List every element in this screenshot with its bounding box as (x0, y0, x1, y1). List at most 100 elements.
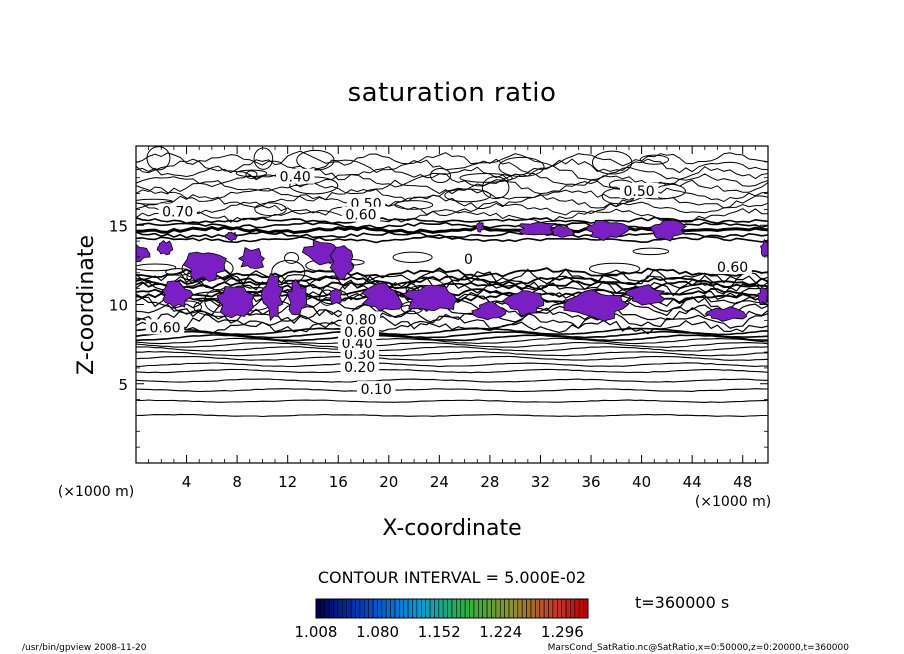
colorbar-cell (464, 598, 470, 619)
shaded-region (328, 288, 342, 306)
shaded-region (757, 287, 768, 306)
shaded-region (156, 239, 174, 256)
shaded-region (759, 238, 768, 257)
colorbar-cell (478, 598, 484, 619)
contour-label-bg (619, 182, 659, 198)
contour-line (136, 330, 768, 339)
shaded-region (237, 247, 265, 269)
colorbar-cell (535, 598, 541, 619)
colorbar-cell (526, 598, 532, 619)
colorbar-cell (456, 598, 462, 619)
contour-line (136, 378, 768, 383)
contour-line (136, 350, 768, 357)
colorbar-cell (359, 598, 365, 619)
contour-line (136, 413, 768, 418)
contour-label: 0.70 (162, 205, 193, 221)
colorbar-cell (447, 598, 453, 619)
colorbar-cell (328, 598, 334, 619)
shaded-region (182, 251, 227, 282)
contour-line (136, 388, 768, 393)
contour-line (136, 355, 768, 361)
y-axis-ticks: 5 10 15 (109, 161, 768, 448)
supersaturation-regions (136, 219, 768, 322)
contour-plot-area: 0.100.200.300.400.600.800.600.700.400.50… (136, 146, 768, 418)
contour-label-bg (340, 324, 379, 340)
colorbar-cell (403, 598, 409, 619)
shaded-region (586, 219, 630, 242)
footer-right: MarsCond_SatRatio.nc@SatRatio,x=0:50000,… (548, 643, 850, 653)
contour-label-bg (462, 251, 475, 267)
colorbar-cell (504, 598, 510, 619)
contour-line (136, 337, 768, 345)
contour-loop (481, 176, 510, 200)
contour-line (136, 268, 768, 285)
shaded-region (224, 231, 238, 243)
colorbar-tick-label: 1.152 (418, 623, 461, 641)
colorbar-cell (363, 598, 369, 619)
contour-loop (392, 251, 433, 263)
colorbar-cell (399, 598, 405, 619)
x-axis-title: X-coordinate (382, 516, 521, 541)
contour-loop (296, 149, 335, 171)
colorbar-cell (434, 598, 440, 619)
contour-loop (394, 200, 434, 210)
colorbar-cell (377, 598, 383, 619)
x-tick-label: 40 (632, 473, 651, 491)
contour-loop (459, 173, 513, 183)
colorbar-cell (324, 598, 330, 619)
contour-line (136, 280, 768, 291)
colorbar-cell (355, 598, 361, 619)
x-tick-label: 16 (329, 473, 348, 491)
contour-interval: CONTOUR INTERVAL = 5.000E-02 (318, 568, 586, 587)
colorbar-cell (499, 598, 505, 619)
time-label: t=360000 s (635, 593, 729, 612)
contour-label: 0.50 (623, 184, 654, 200)
x-axis-ticks: 4 8 12 16 20 24 28 32 36 40 44 48 (148, 146, 756, 491)
colorbar-cell (469, 598, 475, 619)
contour-loop (632, 247, 670, 256)
colorbar-cell (561, 598, 567, 619)
colorbar-cell (543, 598, 549, 619)
contour-line (136, 362, 768, 368)
contour-label-bg (340, 358, 379, 374)
contour-loop (498, 156, 545, 178)
colorbar-cell (508, 598, 514, 619)
contour-line (136, 341, 768, 348)
shaded-region (286, 279, 308, 316)
contour-label: 0 (464, 252, 473, 268)
contour-label: 0.60 (344, 325, 375, 341)
x-tick-label: 32 (531, 473, 550, 491)
colorbar-cell (390, 598, 396, 619)
contour-line (136, 201, 768, 217)
contour-label: 0.40 (280, 170, 311, 186)
shaded-region (475, 221, 485, 233)
colorbar-cell (394, 598, 400, 619)
contour-line (136, 208, 768, 224)
shaded-region (216, 285, 255, 319)
colorbar-cell (425, 598, 431, 619)
contour-line (136, 172, 768, 188)
contour-lines (136, 146, 768, 418)
contour-loop (235, 169, 268, 178)
y-tick-label: 15 (109, 217, 128, 235)
contour-loop (136, 198, 174, 205)
contour-line (136, 235, 768, 244)
contour-loop (136, 263, 177, 272)
footer-left: /usr/bin/gpview 2008-11-20 (22, 643, 147, 653)
shaded-region (650, 219, 687, 242)
colorbar-cell (412, 598, 418, 619)
shaded-region (625, 284, 666, 306)
colorbar-cell (416, 598, 422, 619)
contour-label: 0.20 (344, 360, 375, 376)
contour-label-bg (356, 381, 396, 397)
contour-label: 0.60 (149, 320, 180, 336)
colorbar-frame (315, 598, 589, 619)
colorbar-cell (578, 598, 584, 619)
colorbar-cell (368, 598, 374, 619)
colorbar-cell (574, 598, 580, 619)
colorbar-cell (583, 598, 589, 619)
x-tick-label: 8 (232, 473, 242, 491)
colorbar-cell (429, 598, 435, 619)
contour-line (136, 165, 768, 181)
